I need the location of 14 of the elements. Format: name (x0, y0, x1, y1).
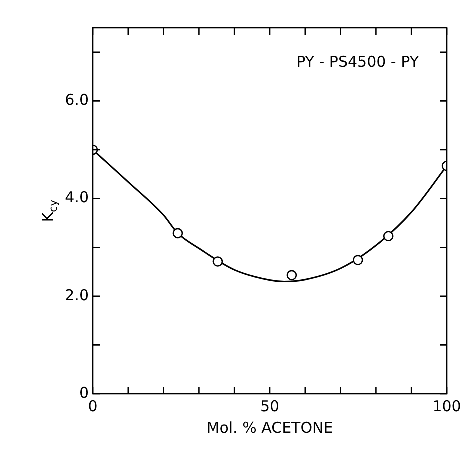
point (212, 256, 224, 267)
y-tick-label: 6.0 (65, 91, 89, 110)
x-tick-label: 50 (260, 397, 280, 416)
point (383, 231, 394, 242)
y-tick-label: 0 (79, 384, 89, 402)
x-tick-label: 100 (432, 397, 462, 416)
point (172, 228, 184, 239)
annotation: PY - PS4500 - PY (296, 52, 420, 71)
y-tick-label: 2.0 (65, 286, 89, 304)
y-axis-title: Kcy (39, 199, 60, 222)
x-axis-title: Mol. % ACETONE (206, 418, 334, 437)
y-tick-label: 4.0 (65, 188, 89, 207)
point (286, 270, 298, 281)
point (352, 255, 364, 266)
